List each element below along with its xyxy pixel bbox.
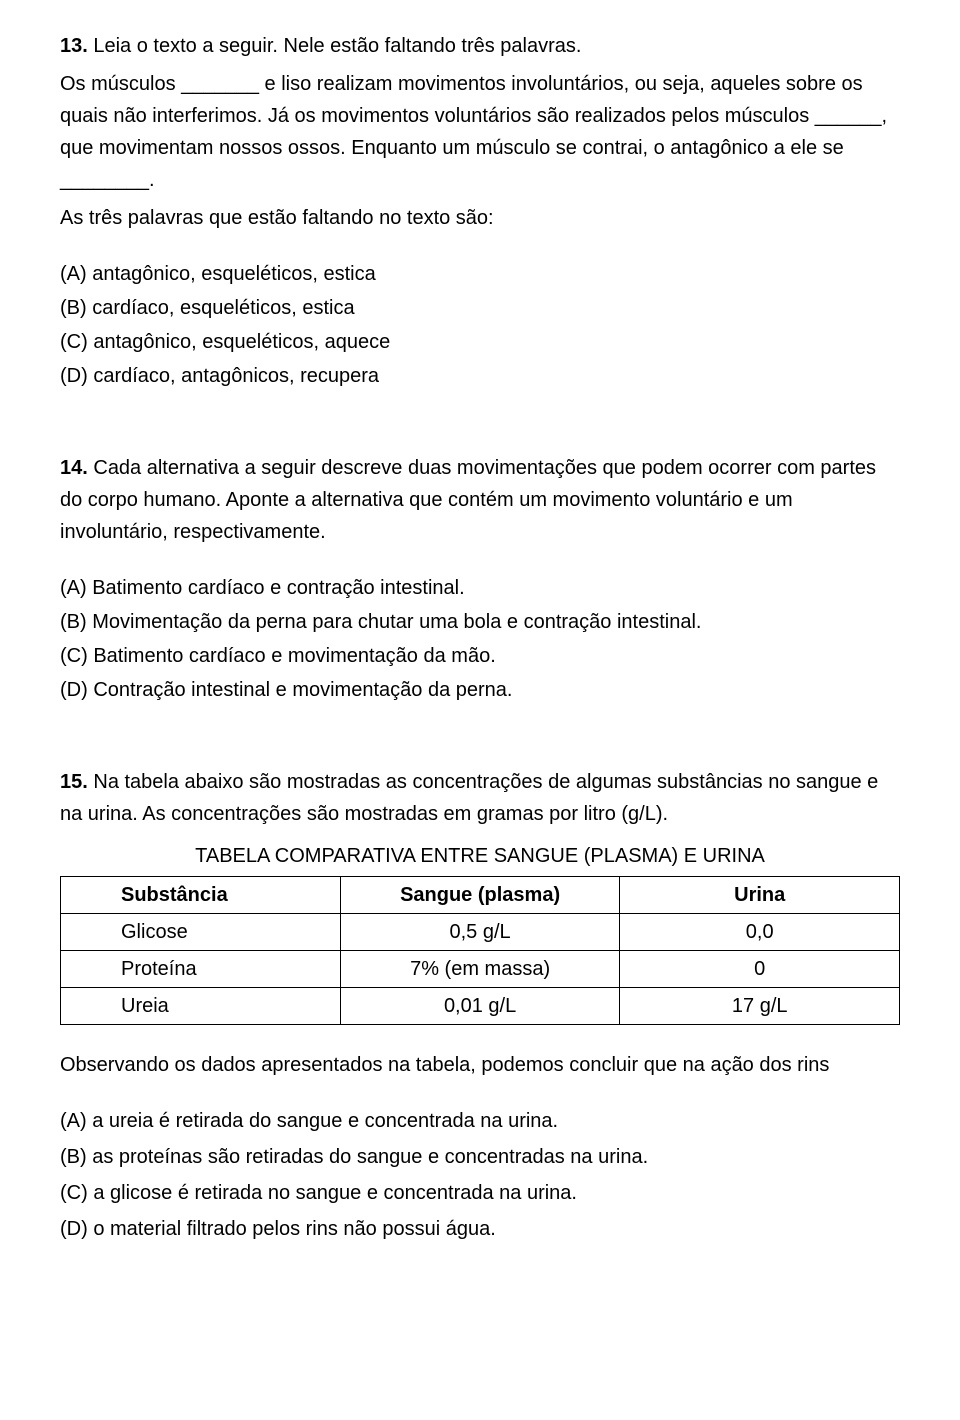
q15-title: Na tabela abaixo são mostradas as concen… <box>60 771 878 825</box>
q15-heading: 15. Na tabela abaixo são mostradas as co… <box>60 766 900 830</box>
q13-text: Os músculos _______ e liso realizam movi… <box>60 68 900 196</box>
q15-options: (A) a ureia é retirada do sangue e conce… <box>60 1105 900 1245</box>
q15-observation: Observando os dados apresentados na tabe… <box>60 1049 900 1081</box>
table-row: Proteína 7% (em massa) 0 <box>61 951 900 988</box>
cell-proteina: Proteína <box>61 951 341 988</box>
q14-option-b: (B) Movimentação da perna para chutar um… <box>60 606 900 638</box>
q14-number: 14. <box>60 457 88 479</box>
table-row: Glicose 0,5 g/L 0,0 <box>61 914 900 951</box>
cell-glicose: Glicose <box>61 914 341 951</box>
q13-option-c: (C) antagônico, esqueléticos, aquece <box>60 326 900 358</box>
th-urina: Urina <box>620 877 900 914</box>
cell-ureia-urina: 17 g/L <box>620 988 900 1025</box>
q13-title: Leia o texto a seguir. Nele estão faltan… <box>88 35 582 57</box>
q15-option-c: (C) a glicose é retirada no sangue e con… <box>60 1177 900 1209</box>
cell-ureia: Ureia <box>61 988 341 1025</box>
question-14: 14. Cada alternativa a seguir descreve d… <box>60 452 900 706</box>
q13-prompt: As três palavras que estão faltando no t… <box>60 202 900 234</box>
question-15: 15. Na tabela abaixo são mostradas as co… <box>60 766 900 1245</box>
q14-heading: 14. Cada alternativa a seguir descreve d… <box>60 452 900 548</box>
cell-ureia-sangue: 0,01 g/L <box>340 988 620 1025</box>
q15-option-d: (D) o material filtrado pelos rins não p… <box>60 1213 900 1245</box>
th-substancia: Substância <box>61 877 341 914</box>
q13-option-b: (B) cardíaco, esqueléticos, estica <box>60 292 900 324</box>
q15-option-a: (A) a ureia é retirada do sangue e conce… <box>60 1105 900 1137</box>
q13-heading: 13. Leia o texto a seguir. Nele estão fa… <box>60 30 900 62</box>
q15-number: 15. <box>60 771 88 793</box>
q13-option-d: (D) cardíaco, antagônicos, recupera <box>60 360 900 392</box>
q13-options: (A) antagônico, esqueléticos, estica (B)… <box>60 258 900 392</box>
q13-number: 13. <box>60 35 88 57</box>
table-header-row: Substância Sangue (plasma) Urina <box>61 877 900 914</box>
cell-glicose-urina: 0,0 <box>620 914 900 951</box>
cell-glicose-sangue: 0,5 g/L <box>340 914 620 951</box>
cell-proteina-sangue: 7% (em massa) <box>340 951 620 988</box>
cell-proteina-urina: 0 <box>620 951 900 988</box>
q15-option-b: (B) as proteínas são retiradas do sangue… <box>60 1141 900 1173</box>
q15-table: Substância Sangue (plasma) Urina Glicose… <box>60 876 900 1025</box>
question-13: 13. Leia o texto a seguir. Nele estão fa… <box>60 30 900 392</box>
th-sangue: Sangue (plasma) <box>340 877 620 914</box>
q14-option-a: (A) Batimento cardíaco e contração intes… <box>60 572 900 604</box>
q14-options: (A) Batimento cardíaco e contração intes… <box>60 572 900 706</box>
table-row: Ureia 0,01 g/L 17 g/L <box>61 988 900 1025</box>
q13-option-a: (A) antagônico, esqueléticos, estica <box>60 258 900 290</box>
q14-option-c: (C) Batimento cardíaco e movimentação da… <box>60 640 900 672</box>
q14-option-d: (D) Contração intestinal e movimentação … <box>60 674 900 706</box>
q14-title: Cada alternativa a seguir descreve duas … <box>60 457 876 543</box>
q15-table-title: TABELA COMPARATIVA ENTRE SANGUE (PLASMA)… <box>60 840 900 872</box>
